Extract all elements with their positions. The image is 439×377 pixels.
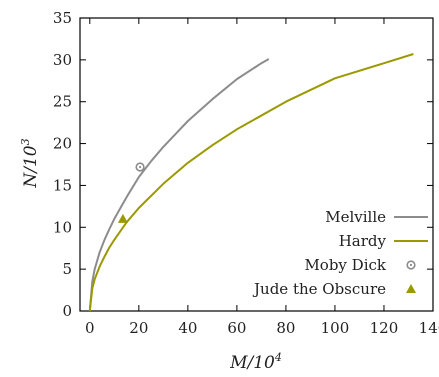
legend-label-melville: Melville: [325, 208, 386, 226]
y-axis-title-exponent: 3: [19, 138, 32, 145]
x-tick-label-7: 140: [419, 319, 439, 337]
legend-swatch-moby-dick: [406, 260, 416, 270]
y-tick-label-1: 5: [62, 260, 72, 278]
series-layer: [88, 53, 414, 312]
y-tick-label-3: 15: [53, 176, 72, 194]
series-line-melville: [88, 58, 270, 312]
legend-label-moby-dick: Moby Dick: [304, 256, 386, 274]
x-axis-title-exponent: 4: [274, 351, 282, 364]
y-tick-label-0: 0: [62, 302, 72, 320]
y-tick-label-2: 10: [53, 218, 72, 236]
y-axis-title: N/103: [19, 138, 41, 188]
series-marker-jude-the-obscure: [117, 213, 128, 223]
series-marker-moby-dick: [135, 162, 145, 172]
y-tick-label-4: 20: [53, 135, 72, 153]
x-tick-label-1: 20: [129, 319, 148, 337]
legend-label-hardy: Hardy: [339, 232, 387, 250]
x-tick-label-5: 100: [321, 319, 350, 337]
y-tick-label-7: 35: [53, 9, 72, 27]
series-line-hardy: [88, 53, 414, 312]
x-tick-label-0: 0: [85, 319, 95, 337]
axis-ticks: 0 20 40 60 80 100 120 140 0 5 10 15 20 25 30 35: [53, 9, 439, 337]
legend-label-jude-the-obscure: Jude the Obscure: [252, 280, 386, 298]
x-tick-label-2: 40: [178, 319, 197, 337]
x-tick-label-6: 120: [370, 319, 399, 337]
y-tick-label-6: 30: [53, 51, 72, 69]
legend: Melville Hardy Moby Dick Jude the Obscure: [252, 208, 428, 298]
x-axis-title: M/104: [229, 351, 282, 373]
plot-frame: [79, 17, 434, 312]
y-tick-label-5: 25: [53, 93, 72, 111]
x-tick-label-3: 60: [227, 319, 246, 337]
legend-swatch-jude-the-obscure: [406, 284, 416, 293]
x-tick-label-4: 80: [276, 319, 295, 337]
